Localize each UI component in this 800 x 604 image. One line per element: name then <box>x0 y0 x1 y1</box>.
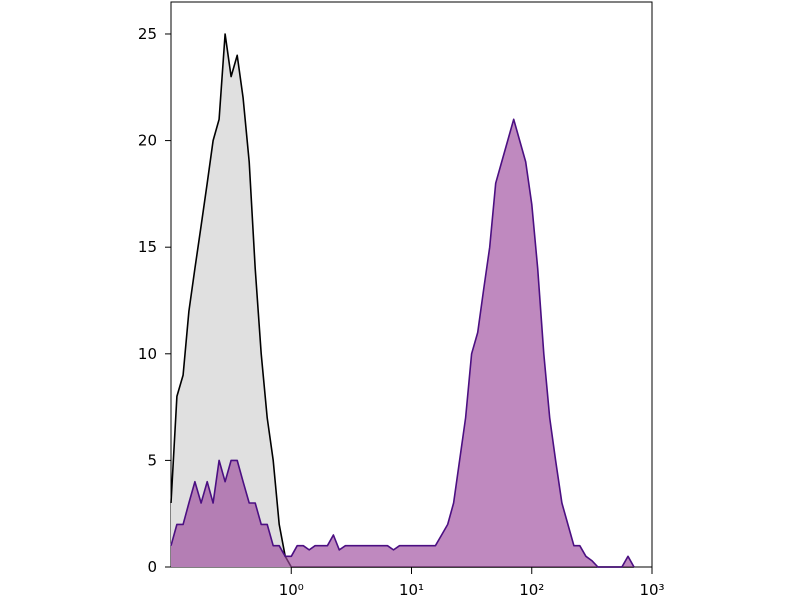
y-tick-label: 0 <box>147 558 157 576</box>
y-tick-label: 10 <box>138 345 157 363</box>
y-tick-label: 25 <box>138 25 157 43</box>
x-tick-label: 10² <box>519 581 544 599</box>
y-tick-label: 20 <box>138 132 157 150</box>
y-tick-label: 5 <box>147 451 157 469</box>
y-tick-label: 15 <box>138 238 157 256</box>
x-tick-label: 10³ <box>639 581 664 599</box>
x-tick-label: 10¹ <box>399 581 424 599</box>
x-tick-label: 10⁰ <box>279 581 304 599</box>
histogram-area <box>171 119 634 568</box>
histogram-line <box>170 118 635 568</box>
